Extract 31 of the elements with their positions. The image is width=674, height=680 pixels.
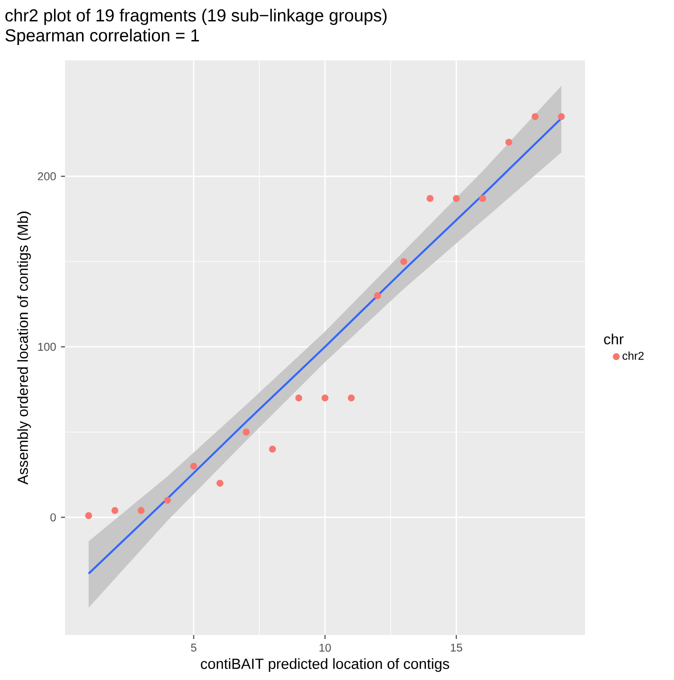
- x-tick-label: 15: [450, 644, 462, 652]
- y-axis-title: Assembly ordered location of contigs (Mb): [17, 212, 31, 485]
- legend-label: chr2: [622, 352, 644, 360]
- x-tick-label: 5: [191, 644, 196, 652]
- point: [479, 194, 486, 202]
- chart-title: chr2 plot of 19 fragments (19 sub−linkage groups): [5, 8, 387, 25]
- point: [164, 496, 171, 504]
- x-tick-label: 10: [320, 644, 331, 652]
- y-tick-label: 200: [38, 172, 56, 180]
- point: [452, 194, 460, 202]
- point: [111, 507, 118, 514]
- point: [269, 446, 276, 453]
- y-tick-label: 100: [38, 342, 56, 351]
- point: [558, 113, 565, 120]
- point: [138, 507, 145, 514]
- point: [374, 292, 381, 300]
- point: [400, 258, 408, 266]
- y-tick-label: 0: [50, 513, 56, 522]
- x-axis-title: contiBAIT predicted location of contigs: [200, 658, 450, 672]
- point: [426, 194, 434, 202]
- point: [295, 394, 302, 402]
- point: [85, 512, 92, 520]
- legend-title: chr: [604, 334, 624, 344]
- point: [348, 394, 355, 402]
- point: [190, 462, 198, 470]
- point: [216, 480, 224, 487]
- point: [505, 138, 512, 146]
- point: [242, 428, 250, 436]
- point: [322, 394, 328, 402]
- point: [532, 113, 539, 120]
- chart-subtitle: Spearman correlation = 1: [6, 28, 199, 45]
